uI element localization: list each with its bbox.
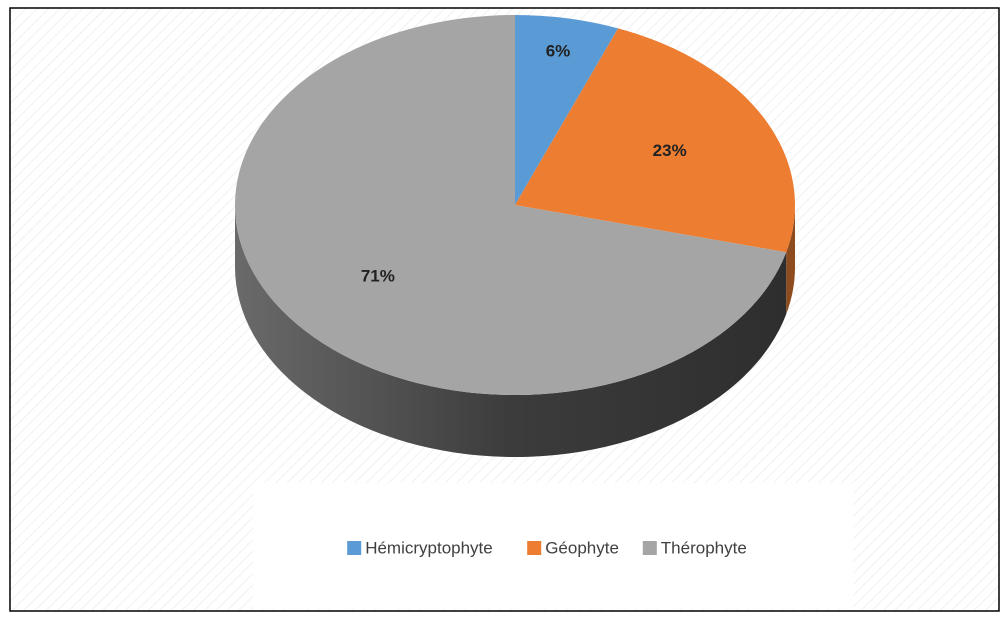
data-label: 71% [361,267,395,286]
pie-slice [515,15,619,205]
pie-side [235,205,787,458]
pie-slice [515,28,795,253]
data-label: 6% [546,41,571,60]
legend-swatch [527,541,542,555]
pie-slice [235,15,787,395]
pie-side [786,205,796,315]
data-label: 23% [653,141,687,160]
legend-label: Hémicryptophyte [365,538,493,557]
legend-label: Géophyte [545,538,619,557]
legend-swatch [642,541,657,555]
legend-label: Thérophyte [661,538,747,557]
legend-swatch [347,541,362,555]
